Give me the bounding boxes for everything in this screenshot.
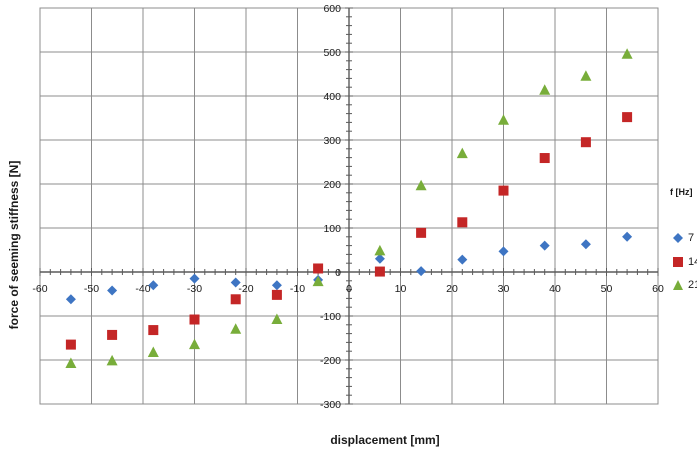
y-tick-label: -100	[320, 311, 341, 323]
legend-entry-series-1: 7	[672, 232, 694, 244]
legend-label: 21	[688, 279, 697, 291]
legend-entry-series-3: 21	[672, 279, 697, 291]
diamond-marker-icon	[673, 233, 683, 243]
x-tick-label: 0	[346, 283, 352, 295]
data-point-diamond	[148, 280, 159, 291]
x-tick-label: 30	[498, 283, 510, 295]
data-point-triangle	[415, 179, 427, 191]
x-tick-label: 60	[652, 283, 664, 295]
x-tick-label: 20	[446, 283, 458, 295]
data-point-triangle	[271, 313, 283, 325]
y-axis-label: force of seeming stiffness [N]	[7, 160, 21, 330]
data-point-triangle	[374, 244, 386, 256]
data-point-square	[148, 325, 159, 336]
square-marker-icon	[673, 257, 683, 267]
x-tick-label: 50	[601, 283, 613, 295]
data-point-diamond	[498, 246, 509, 257]
data-point-diamond	[416, 266, 427, 277]
data-point-diamond	[539, 240, 550, 251]
y-tick-label: 100	[323, 223, 341, 235]
data-point-square	[313, 263, 324, 274]
y-tick-label: 400	[323, 91, 341, 103]
data-point-square	[457, 217, 468, 228]
y-tick-label: 300	[323, 135, 341, 147]
data-point-square	[374, 266, 385, 277]
y-tick-label: 600	[323, 3, 341, 15]
data-point-triangle	[312, 275, 324, 287]
data-point-square	[230, 294, 241, 305]
x-tick-label: -10	[290, 283, 305, 295]
data-point-triangle	[147, 346, 159, 358]
data-point-square	[271, 289, 282, 300]
x-tick-label: -50	[84, 283, 99, 295]
x-tick-label: 10	[395, 283, 407, 295]
data-point-diamond	[622, 231, 633, 242]
legend-title: f [Hz]	[670, 187, 693, 197]
data-point-diamond	[230, 277, 241, 288]
data-point-square	[498, 185, 509, 196]
data-point-triangle	[539, 84, 551, 95]
legend-entry-series-2: 14	[672, 256, 697, 268]
legend-label: 7	[688, 232, 695, 244]
data-point-square	[107, 329, 118, 340]
data-point-triangle	[621, 48, 633, 59]
data-point-square	[622, 112, 633, 123]
series-2	[65, 112, 633, 350]
data-point-triangle	[580, 70, 592, 81]
y-tick-label: -200	[320, 355, 341, 367]
triangle-marker-icon	[673, 280, 683, 290]
x-tick-label: 40	[549, 283, 561, 295]
x-tick-label: -30	[187, 283, 202, 295]
axes	[39, 7, 659, 405]
y-tick-label: 500	[323, 47, 341, 59]
data-point-square	[539, 153, 550, 164]
data-point-triangle	[456, 147, 468, 159]
series-1	[65, 231, 633, 305]
y-tick-label: -300	[320, 399, 341, 411]
data-point-square	[416, 227, 427, 238]
data-point-diamond	[580, 239, 591, 250]
data-point-diamond	[107, 285, 118, 296]
legend-label: 14	[688, 256, 697, 268]
x-tick-label: -20	[238, 283, 253, 295]
x-axis-label: displacement [mm]	[330, 433, 440, 447]
data-point-square	[580, 137, 591, 148]
data-point-square	[189, 314, 200, 325]
x-tick-label: -60	[32, 283, 47, 295]
tick-labels: -60 -50 -40 -30 -20 -10 0 10 20 30 40 50 60-300-200-…	[32, 3, 664, 411]
data-point-triangle	[230, 323, 242, 334]
series-3	[65, 48, 633, 369]
data-point-diamond	[271, 280, 282, 291]
data-point-triangle	[106, 354, 118, 366]
data-point-diamond	[189, 273, 200, 284]
data-point-triangle	[65, 357, 77, 369]
data-point-triangle	[189, 338, 200, 350]
data-point-triangle	[498, 114, 509, 125]
data-point-square	[65, 339, 76, 350]
y-tick-label: 200	[323, 179, 341, 191]
y-tick-label: 0	[335, 267, 341, 279]
data-point-diamond	[374, 253, 385, 264]
data-point-diamond	[457, 254, 468, 265]
data-points	[65, 48, 633, 369]
x-tick-label: -40	[135, 283, 150, 295]
data-point-diamond	[65, 294, 76, 305]
